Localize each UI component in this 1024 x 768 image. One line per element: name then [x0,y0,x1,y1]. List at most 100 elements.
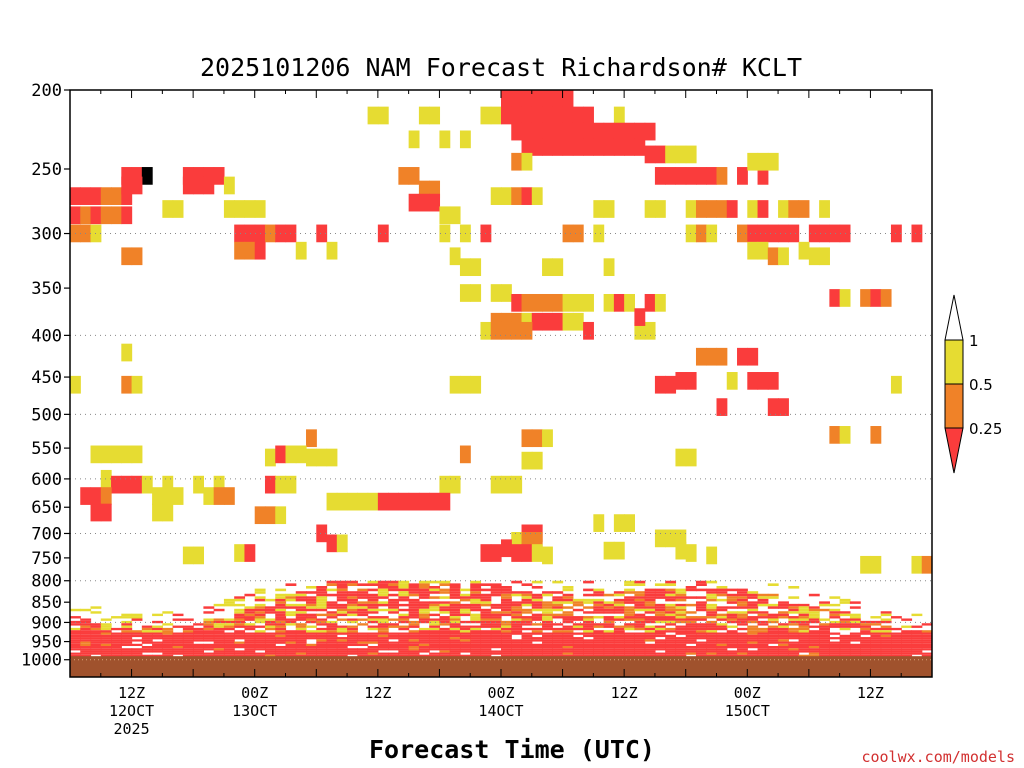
band-cell [264,618,276,621]
heatmap-cell [90,487,102,505]
band-cell [624,611,636,614]
heatmap-cell [459,258,471,277]
band-cell [182,632,194,635]
band-cell [665,623,677,626]
band-cell [275,654,287,657]
band-cell [644,608,656,612]
band-cell [675,603,687,607]
band-cell [203,639,215,642]
band-cell [388,625,399,628]
band-cell [223,598,235,602]
band-cell [778,606,789,609]
credit-text[interactable]: coolwx.com/models [861,748,1015,766]
band-cell [603,620,615,624]
band-cell [583,639,594,642]
band-cell [531,596,543,599]
heatmap-cell [172,200,184,218]
band-cell [819,630,830,633]
band-cell [408,634,420,638]
band-cell [234,632,246,635]
band-cell [90,652,102,655]
band-cell [572,646,584,649]
band-cell [624,591,636,594]
band-cell [706,620,718,624]
band-cell [234,625,246,628]
band-cell [613,639,625,642]
band-cell [644,627,656,631]
band-cell [706,613,718,617]
band-cell [223,634,235,638]
band-cell [501,639,512,642]
band-cell [706,646,718,649]
band-cell [490,634,502,638]
band-cell [839,601,851,604]
band-cell [603,630,615,633]
band-cell [695,583,707,587]
band-cell [634,632,646,635]
band-cell [798,616,810,619]
band-cell [613,625,625,628]
band-cell [511,646,523,649]
heatmap-cell [634,321,646,340]
band-cell [829,623,841,626]
heatmap-cell [111,445,122,464]
band-cell [716,623,728,626]
band-cell [860,630,872,633]
colorbar-legend: 10.50.25 [944,294,1002,474]
band-cell [521,643,533,647]
band-cell [275,613,287,617]
band-cell [418,593,430,597]
heatmap-cell [244,224,256,243]
heatmap-cell [439,224,451,243]
band-cell [408,603,420,607]
band-cell [911,632,923,635]
band-cell [808,650,820,653]
band-cell [583,611,594,614]
band-cell [336,643,348,647]
band-cell [418,616,430,619]
band-cell [890,646,902,649]
band-cell [398,580,410,584]
band-cell [839,643,851,647]
band-cell [716,654,728,657]
band-cell [552,650,564,653]
band-cell [634,618,646,621]
heatmap-cell [634,122,646,141]
band-cell [808,618,820,621]
band-cell [367,596,379,599]
band-cell [398,650,410,653]
heatmap-cell [644,145,656,164]
heatmap-cell [613,541,625,560]
band-cell [849,616,861,619]
band-cell [275,606,287,609]
band-cell [613,637,625,640]
heatmap-cell [829,224,841,243]
band-cell [767,641,779,644]
band-cell [295,643,307,647]
band-cell [326,613,338,617]
band-cell [336,583,348,587]
band-cell [254,588,266,592]
band-cell [665,637,677,640]
colorbar-top-arrow [944,294,964,341]
band-cell [695,596,707,599]
band-cell [665,593,677,597]
band-cell [521,623,533,626]
heatmap-cell [193,475,205,494]
band-cell [685,627,697,631]
band-cell [870,643,882,647]
heatmap-cell [675,167,687,185]
band-cell [747,634,759,638]
band-cell [213,625,225,628]
band-cell [726,618,738,621]
band-cell [285,623,297,626]
y-tick-label: 600 [31,470,62,490]
band-cell [326,650,338,653]
band-cell [357,611,369,614]
band-cell [316,603,328,607]
heatmap-cell [501,321,512,340]
band-cell [336,625,348,628]
band-cell [326,632,338,635]
band-cell [778,632,789,635]
band-cell [111,637,122,640]
